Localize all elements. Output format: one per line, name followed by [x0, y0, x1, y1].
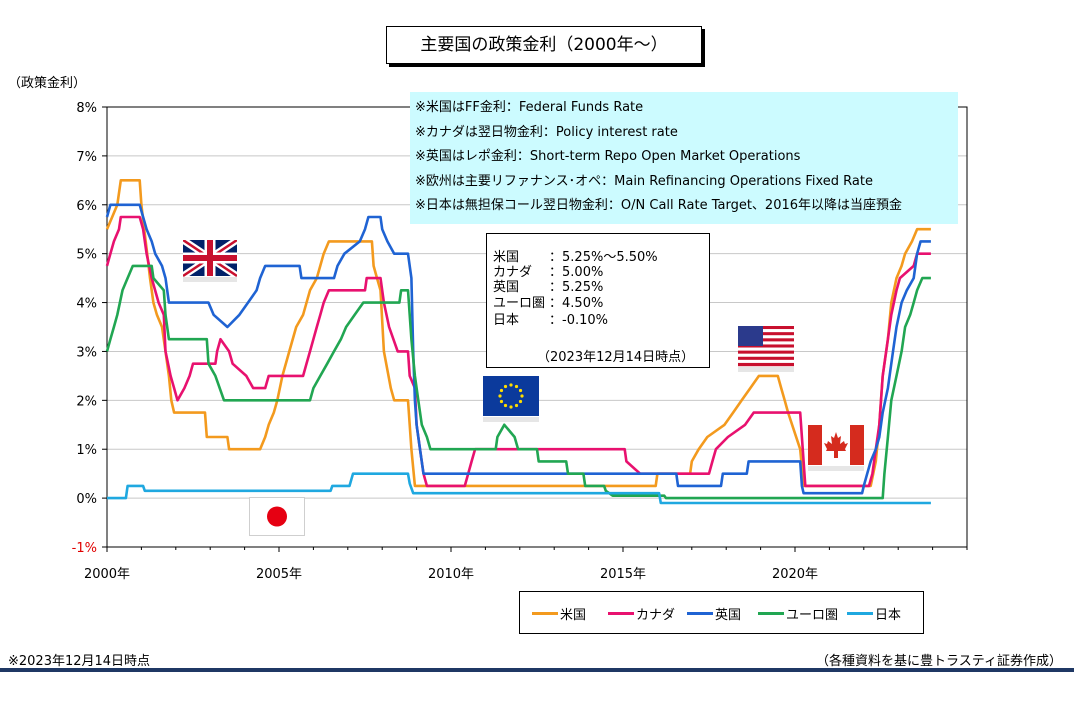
- us-stripe: [738, 335, 794, 339]
- note-uk: ※英国はレポ金利：Short-term Repo Open Market Ope…: [415, 149, 801, 164]
- notes-box: ※米国はFF金利：Federal Funds Rate ※カナダは翌日物金利：P…: [410, 92, 958, 224]
- eu-star: [499, 388, 504, 393]
- country-name: 英国: [493, 280, 520, 295]
- us-stripe: [738, 359, 794, 364]
- legend-label: カナダ: [636, 608, 676, 623]
- note-us: ※米国はFF金利：Federal Funds Rate: [415, 100, 644, 115]
- us-stripe: [738, 347, 794, 351]
- note-ca: ※カナダは翌日物金利：Policy interest rate: [415, 125, 678, 140]
- y-tick-label: 7%: [76, 150, 97, 165]
- y-tick-label: 4%: [76, 297, 97, 312]
- eu-star: [503, 403, 508, 408]
- canada-flag-icon: [808, 425, 864, 471]
- y-tick-label: -1%: [72, 541, 97, 556]
- bottom-rule: [0, 668, 1074, 672]
- rate-value: 5.25%: [562, 280, 604, 295]
- current-rate-row: ユーロ圏 ：4.50%: [493, 296, 604, 311]
- eu-star: [514, 403, 519, 408]
- legend-label: 英国: [715, 608, 742, 623]
- y-axis-label: （政策金利）: [8, 76, 87, 91]
- current-rate-row: カナダ ：5.00%: [493, 265, 604, 280]
- y-tick-label: 8%: [76, 101, 97, 116]
- current-rate-row: 日本 ：-0.10%: [493, 313, 609, 328]
- y-tick-label: 3%: [76, 345, 97, 360]
- us-stripe: [738, 329, 794, 333]
- legend-label: 米国: [560, 608, 587, 623]
- legend-swatch: [687, 612, 713, 615]
- us-stripe: [738, 341, 794, 345]
- us-stripe: [738, 338, 794, 342]
- rate-value: 5.25%～5.50%: [562, 250, 658, 265]
- legend: 米国 カナダ 英国 ユーロ圏 日本: [519, 591, 924, 634]
- x-tick-label: 2005年: [256, 567, 302, 582]
- tick-labels: -1% 0% 1% 2% 3% 4% 5% 6% 7% 8% 2000年 2005年 2010年 2015…: [72, 101, 818, 582]
- eu-star: [509, 383, 513, 387]
- note-jp: ※日本は無担保コール翌日物金利：O/N Call Rate Target、201…: [415, 198, 903, 213]
- eu-star: [520, 394, 524, 398]
- country-name: ユーロ圏: [493, 296, 546, 311]
- series-lines: [105, 179, 931, 505]
- x-tick-label: 2010年: [428, 567, 474, 582]
- legend-label: 日本: [875, 608, 902, 623]
- current-rates-box: 米国 ：5.25%～5.50% カナダ ：5.00% 英国 ：5.25% ユーロ圏 ：4…: [486, 233, 710, 368]
- y-tick-label: 2%: [76, 394, 97, 409]
- us-stripe: [738, 326, 794, 330]
- footnote-as-of: ※2023年12月14日時点: [8, 654, 151, 669]
- legend-swatch: [608, 612, 634, 615]
- legend-swatch: [532, 612, 558, 615]
- us-stripe: [738, 356, 794, 361]
- us-stripe: [738, 332, 794, 336]
- legend-swatch: [758, 612, 784, 615]
- y-tick-label: 1%: [76, 443, 97, 458]
- y-tick-label: 0%: [76, 492, 97, 507]
- us-stripe: [738, 353, 794, 357]
- uk-flag-icon: [183, 240, 237, 282]
- x-tick-label: 2000年: [84, 567, 130, 582]
- current-rate-row: 米国 ：5.25%～5.50%: [493, 250, 658, 265]
- rate-value: 4.50%: [562, 296, 604, 311]
- us-flag-icon: [738, 326, 794, 372]
- note-eu: ※欧州は主要リファナンス･オペ：Main Refinancing Operati…: [415, 174, 873, 189]
- y-tick-label: 5%: [76, 248, 97, 263]
- country-name: 日本: [493, 313, 520, 328]
- eu-star: [514, 384, 519, 389]
- series-line-日本: [107, 472, 931, 505]
- legend-swatch: [847, 612, 873, 615]
- x-tick-label: 2015年: [600, 567, 646, 582]
- x-tick-label: 2020年: [772, 567, 818, 582]
- series-line-ユーロ圏: [105, 264, 931, 500]
- as-of-date: （2023年12月14日時点）: [537, 350, 695, 365]
- eu-star: [509, 405, 513, 409]
- rate-value: -0.10%: [562, 313, 609, 328]
- eu-star: [503, 384, 508, 389]
- eu-star: [518, 399, 523, 404]
- eu-flag-icon: [483, 376, 539, 422]
- us-stripe: [738, 362, 794, 367]
- y-tick-label: 6%: [76, 199, 97, 214]
- eu-star: [518, 388, 523, 393]
- legend-label: ユーロ圏: [786, 608, 839, 623]
- japan-flag-icon: [249, 497, 305, 536]
- country-name: カナダ: [493, 265, 533, 280]
- rate-value: 5.00%: [562, 265, 604, 280]
- series-line-英国: [105, 203, 931, 495]
- chart-title: 主要国の政策金利（2000年～）: [386, 26, 702, 64]
- country-name: 米国: [493, 250, 520, 265]
- footnote-source: （各種資料を基に豊トラスティ証券作成）: [816, 654, 1062, 669]
- current-rate-row: 英国 ：5.25%: [493, 280, 604, 295]
- us-stripe: [738, 350, 794, 354]
- eu-star: [498, 394, 502, 398]
- eu-star: [499, 399, 504, 404]
- us-stripe: [738, 344, 794, 348]
